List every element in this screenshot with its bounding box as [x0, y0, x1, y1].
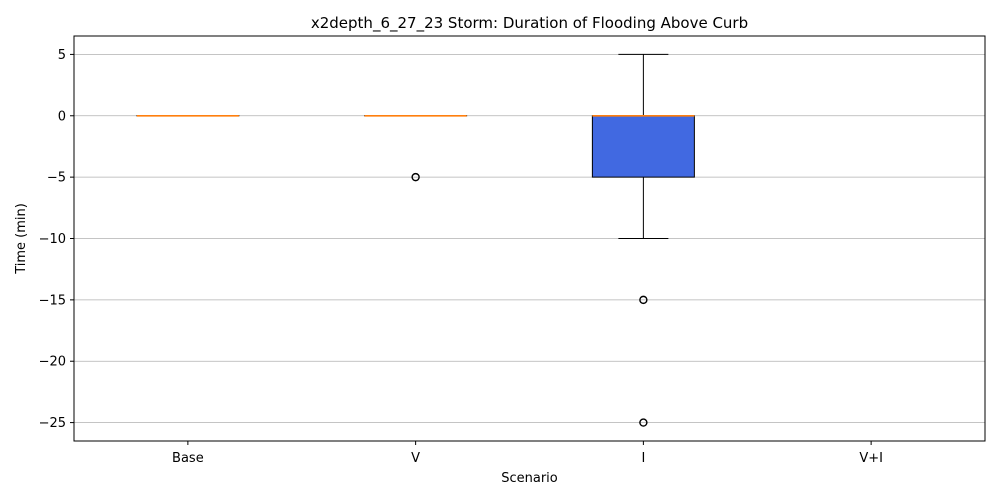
x-tick-label: I — [641, 451, 645, 466]
y-tick-label: −15 — [39, 293, 66, 308]
x-tick-label: V+I — [859, 451, 883, 466]
x-tick-label: V — [411, 451, 420, 466]
y-tick-label: −20 — [39, 355, 66, 370]
y-tick-label: 0 — [58, 109, 66, 124]
y-axis-label: Time (min) — [14, 203, 29, 275]
gridlines — [74, 54, 985, 423]
box-i — [591, 53, 695, 427]
outlier-point — [411, 172, 420, 182]
chart-title: x2depth_6_27_23 Storm: Duration of Flood… — [311, 14, 748, 33]
box-body — [591, 115, 695, 178]
box-v — [364, 114, 468, 182]
outlier-point — [639, 295, 648, 305]
x-axis-label: Scenario — [501, 471, 558, 486]
y-tick-label: −25 — [39, 416, 66, 431]
plot-frame — [73, 35, 986, 442]
boxes — [136, 53, 695, 427]
outlier-point — [639, 418, 648, 427]
y-tick-label: 5 — [58, 48, 66, 63]
y-tick-label: −5 — [47, 171, 66, 186]
x-tick-label: Base — [172, 451, 204, 466]
ticks: 5 0 −5 −10 −15 −20 −25 Base V I V+I — [39, 48, 883, 466]
y-tick-label: −10 — [39, 232, 66, 247]
